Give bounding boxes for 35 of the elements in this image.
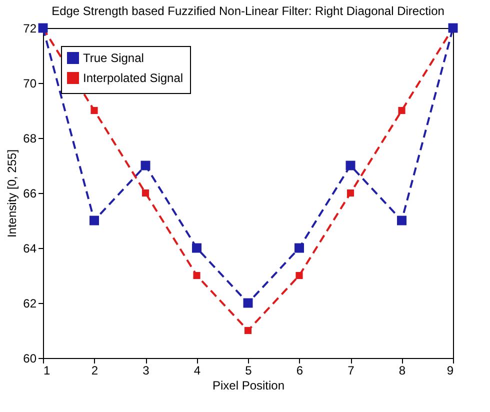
legend-label: Interpolated Signal xyxy=(83,71,184,85)
point xyxy=(244,326,252,334)
x-tick-label: 9 xyxy=(446,364,454,378)
point xyxy=(296,272,303,280)
point xyxy=(294,243,304,253)
x-tick-label: 5 xyxy=(245,364,252,378)
y-tick-label: 64 xyxy=(23,242,37,256)
point xyxy=(397,216,406,226)
y-tick-label: 62 xyxy=(23,296,37,310)
y-tick-label: 72 xyxy=(23,22,37,36)
point xyxy=(90,216,99,226)
legend-label: True Signal xyxy=(83,51,144,65)
point xyxy=(193,272,200,280)
point xyxy=(243,298,253,308)
x-tick-label: 7 xyxy=(348,364,355,378)
x-axis-title: Pixel Position xyxy=(212,378,285,392)
x-tick-label: 3 xyxy=(142,364,150,378)
y-tick-label: 60 xyxy=(23,352,37,366)
y-axis-title: Intensity [0, 255] xyxy=(5,149,20,238)
x-tick-label: 8 xyxy=(398,364,406,378)
y-tick-label: 66 xyxy=(23,186,37,200)
point xyxy=(90,106,98,114)
x-tick-label: 1 xyxy=(44,364,50,378)
x-tick-label: 4 xyxy=(194,364,201,378)
y-tick-label: 70 xyxy=(23,76,37,90)
point xyxy=(346,160,356,170)
point xyxy=(142,189,150,197)
x-tick-label: 2 xyxy=(91,364,98,378)
point xyxy=(346,189,354,197)
x-tick-label: 6 xyxy=(296,364,304,378)
y-tick-label: 68 xyxy=(23,132,37,146)
point xyxy=(192,243,202,253)
point xyxy=(140,160,150,170)
chart-title: Edge Strength based Fuzzified Non-Linear Filter: Right Diagonal Direction xyxy=(52,4,444,18)
point xyxy=(398,106,406,114)
